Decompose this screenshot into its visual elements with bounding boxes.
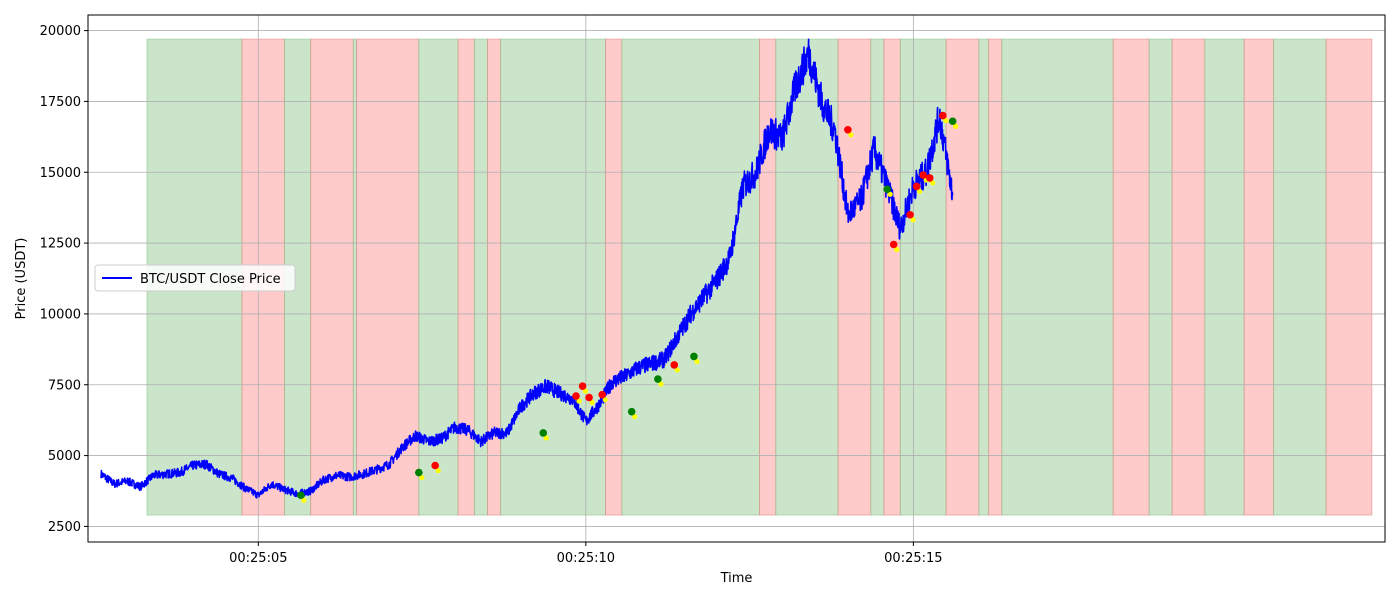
plot-frame (87, 14, 1386, 543)
ticks-layer: 2500 5000 7500 10000 12500 15000 17500 20000 00:… (40, 24, 943, 566)
y-tick-label: 12500 (40, 237, 81, 252)
region-green-10 (500, 38, 606, 516)
minor-marker (632, 414, 638, 420)
y-tick-label: 7500 (48, 378, 81, 393)
price-line (100, 38, 954, 499)
regions-layer (146, 38, 1373, 516)
sell-marker (906, 210, 914, 219)
sell-marker (912, 182, 921, 191)
sell-marker (585, 393, 593, 402)
region-green-22 (1001, 38, 1114, 516)
minor-marker (602, 397, 608, 403)
region-green-16 (870, 38, 885, 516)
x-tick-label: 00:25:05 (229, 551, 287, 566)
buy-marker (627, 407, 636, 416)
minor-marker (887, 191, 893, 197)
region-green-20 (978, 38, 990, 516)
y-tick-label: 5000 (48, 449, 81, 464)
minor-marker (930, 180, 936, 186)
minor-marker (658, 381, 664, 387)
minor-marker (435, 467, 441, 474)
sell-marker (598, 390, 607, 399)
legend-box (94, 264, 296, 292)
minor-marker (917, 188, 923, 195)
region-green-28 (1273, 38, 1327, 516)
region-red-23 (1112, 38, 1150, 516)
grid-layer (88, 15, 1385, 542)
minor-marker (589, 399, 595, 406)
minor-marker (943, 117, 949, 124)
minor-marker (301, 497, 307, 503)
region-red-5 (356, 38, 420, 516)
y-tick-label: 20000 (40, 24, 81, 39)
region-red-19 (945, 38, 980, 516)
buy-marker (539, 429, 548, 437)
region-red-9 (487, 38, 502, 516)
buy-marker (654, 375, 662, 383)
region-green-12 (621, 38, 760, 516)
region-red-25 (1171, 38, 1206, 516)
region-green-4 (352, 38, 357, 516)
sell-marker (939, 111, 947, 120)
legend: BTC/USDT Close Price (94, 264, 296, 292)
buy-marker (297, 491, 305, 500)
buy-marker (883, 185, 891, 194)
region-red-21 (988, 38, 1003, 516)
minor-marker (953, 123, 959, 129)
y-axis-label: Price (USDT) (14, 238, 29, 320)
x-tick-label: 00:25:10 (557, 551, 615, 566)
region-red-29 (1325, 38, 1373, 516)
x-tick-label: 00:25:15 (884, 551, 942, 566)
sell-marker (431, 461, 439, 470)
region-green-26 (1204, 38, 1245, 516)
region-red-11 (605, 38, 623, 516)
y-tick-label: 10000 (40, 307, 81, 322)
minor-marker (848, 132, 854, 138)
sell-marker (572, 392, 580, 400)
x-axis-label: Time (720, 571, 753, 586)
region-red-27 (1243, 38, 1275, 516)
minor-marker (576, 398, 582, 404)
sell-marker (670, 361, 679, 369)
minor-marker (694, 358, 700, 365)
region-red-15 (837, 38, 872, 516)
region-red-13 (759, 38, 777, 516)
minor-marker (894, 246, 900, 253)
buy-marker (415, 468, 423, 477)
sell-marker (919, 171, 927, 179)
sell-marker (925, 174, 934, 182)
minor-marker (582, 388, 589, 394)
region-red-3 (310, 38, 354, 516)
minor-marker (543, 435, 549, 441)
y-tick-label: 17500 (40, 95, 81, 110)
y-tick-label: 15000 (40, 166, 81, 181)
y-tick-label: 2500 (48, 520, 81, 535)
minor-marker (910, 217, 916, 223)
minor-marker (674, 367, 680, 373)
sell-marker (844, 125, 852, 134)
line-layer (100, 38, 954, 499)
region-red-7 (457, 38, 475, 516)
minor-marker (419, 474, 425, 481)
region-red-17 (883, 38, 901, 516)
markers-layer (297, 111, 959, 503)
sell-marker (889, 240, 898, 249)
sell-marker (578, 382, 587, 390)
legend-label: BTC/USDT Close Price (140, 272, 281, 287)
buy-marker (690, 352, 698, 361)
buy-marker (948, 117, 957, 126)
region-green-24 (1148, 38, 1173, 516)
